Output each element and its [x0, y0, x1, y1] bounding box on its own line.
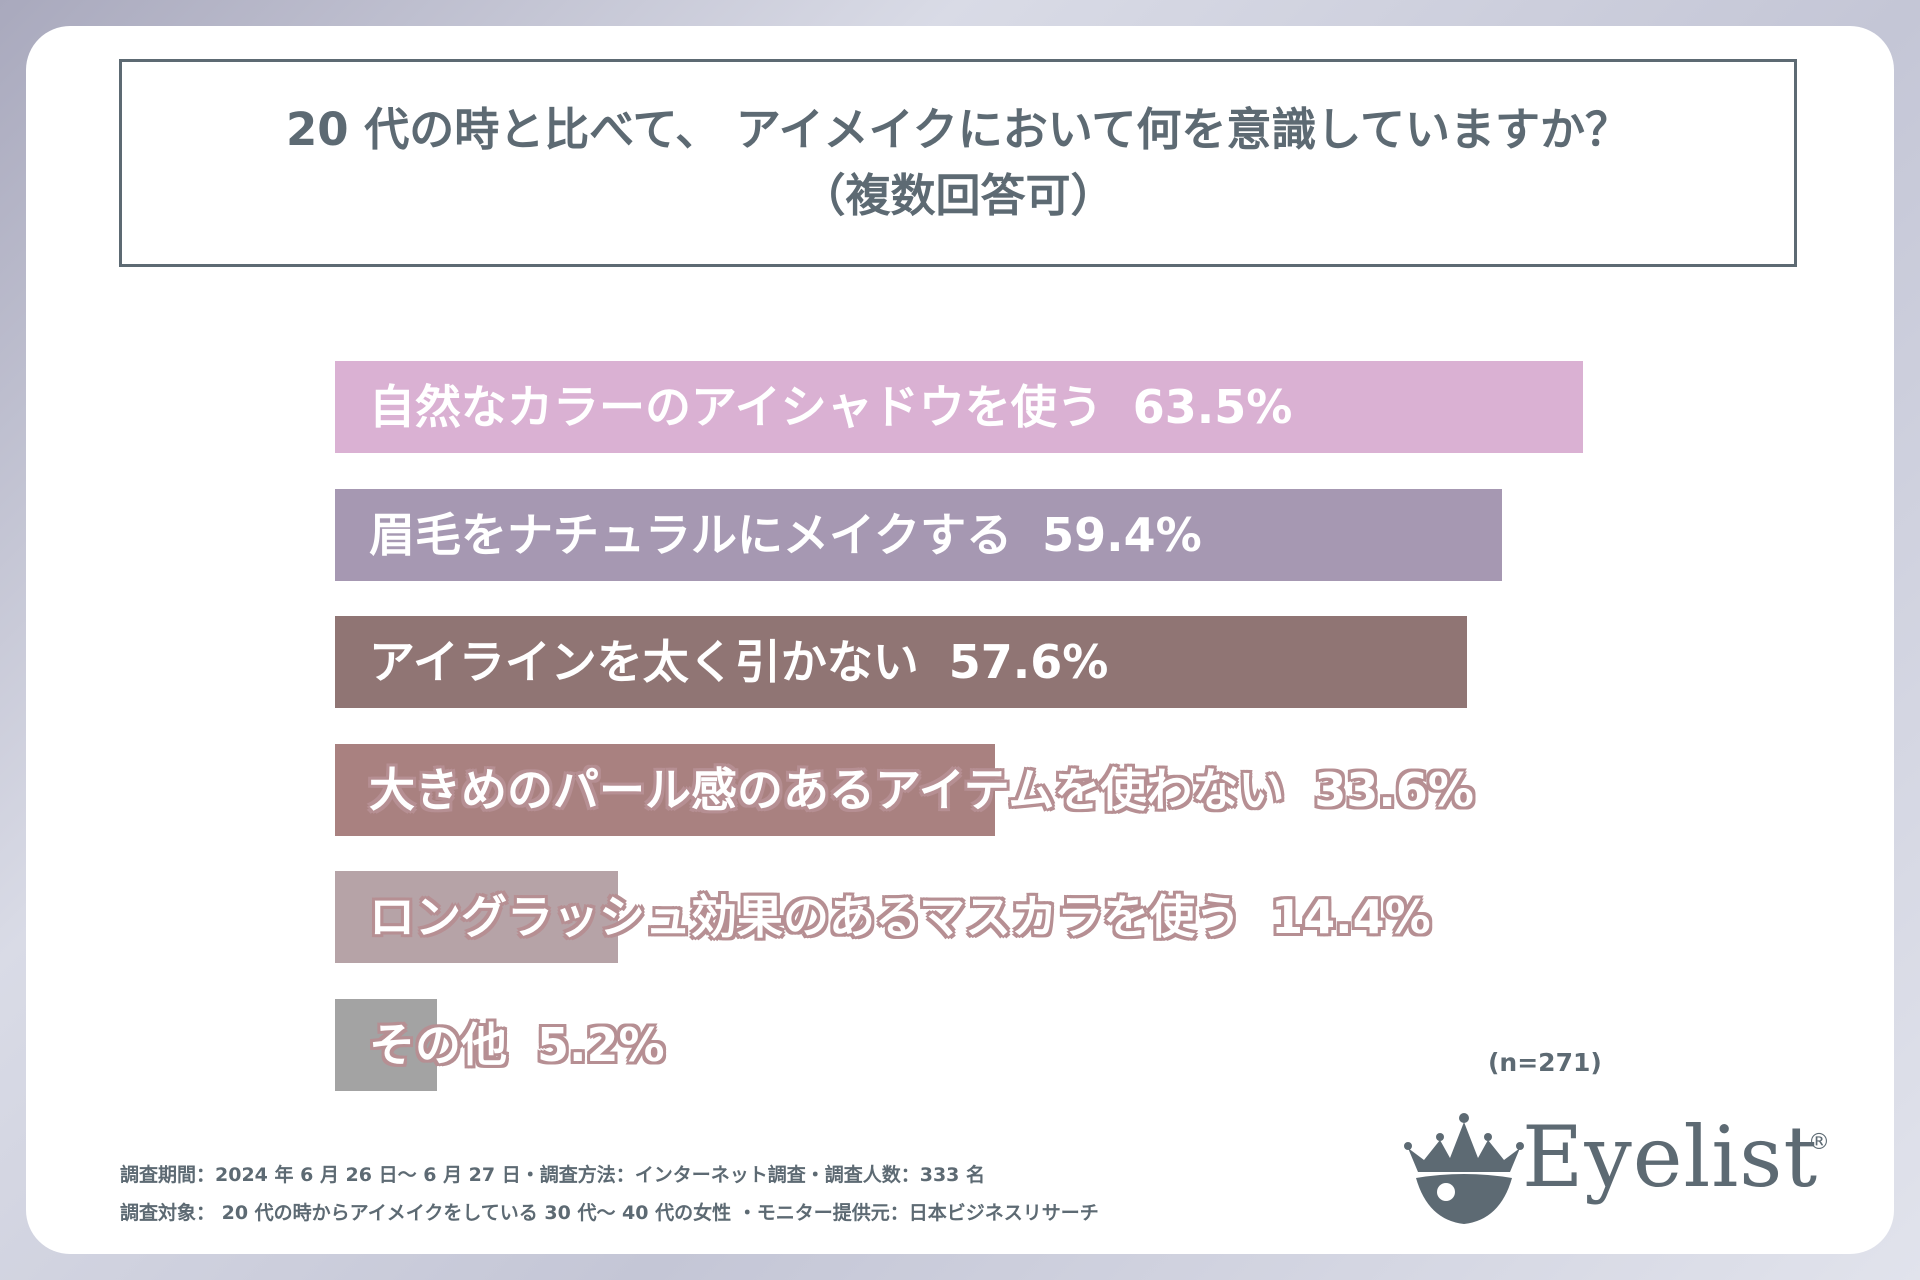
bar-6	[335, 998, 438, 1091]
category-label: アイラインを太く引かない	[369, 635, 919, 689]
bar-chart: 自然なカラーのアイシャドウを使う 63.5% 眉毛をナチュラルにメイクする 59.4%…	[26, 26, 1894, 1254]
bar-3	[335, 616, 1467, 708]
bar-label-1: 自然なカラーのアイシャドウを使う 63.5%	[369, 361, 1292, 453]
category-label: 大きめのパール感のあるアイテムを使わない	[369, 762, 1285, 817]
crown-eye-logo-icon	[1404, 1113, 1524, 1224]
brand-name: Eyelist	[1522, 1108, 1819, 1206]
bar-label-5: ロングラッシュ効果のあるマスカラを使う 14.4%	[369, 871, 1431, 963]
value-label: 59.4%	[1042, 507, 1202, 562]
bar-label-3: アイラインを太く引かない 57.6%	[369, 616, 1108, 708]
bar-2	[335, 488, 1503, 581]
category-label: 眉毛をナチュラルにメイクする	[369, 507, 1013, 562]
content-card: 20 代の時と比べて、 アイメイクにおいて何を意識していますか？ （複数回答可）…	[26, 26, 1894, 1254]
chart-title: 20 代の時と比べて、 アイメイクにおいて何を意識していますか？	[285, 103, 1631, 156]
bar-1	[335, 361, 1583, 453]
bar-label-2: 眉毛をナチュラルにメイクする 59.4%	[369, 489, 1202, 581]
title-box: 20 代の時と比べて、 アイメイクにおいて何を意識していますか？ （複数回答可）	[119, 59, 1797, 267]
bar-4	[335, 743, 996, 836]
bar-label-4: 大きめのパール感のあるアイテムを使わない 33.6%	[369, 744, 1474, 836]
value-label: 14.4%	[1271, 890, 1431, 944]
category-label: その他	[369, 1017, 507, 1072]
bar-5	[335, 871, 618, 963]
category-label: ロングラッシュ効果のあるマスカラを使う	[369, 890, 1242, 944]
chart-subtitle: （複数回答可）	[800, 169, 1116, 222]
value-label: 63.5%	[1132, 380, 1293, 434]
category-label: 自然なカラーのアイシャドウを使う	[369, 380, 1103, 434]
value-label: 5.2%	[537, 1017, 665, 1072]
value-label: 33.6%	[1314, 762, 1474, 817]
survey-target-footnote: 調査対象： 20 代の時からアイメイクをしている 30 代〜 40 代の女性 ・…	[120, 1202, 1099, 1224]
survey-period-footnote: 調査期間：2024 年 6 月 26 日〜 6 月 27 日・調査方法：インター…	[120, 1164, 986, 1186]
value-label: 57.6%	[948, 635, 1109, 689]
registered-mark: ®	[1808, 1130, 1830, 1155]
sample-size: (n=271)	[1488, 1048, 1602, 1077]
bar-label-6: その他 5.2%	[369, 999, 665, 1091]
